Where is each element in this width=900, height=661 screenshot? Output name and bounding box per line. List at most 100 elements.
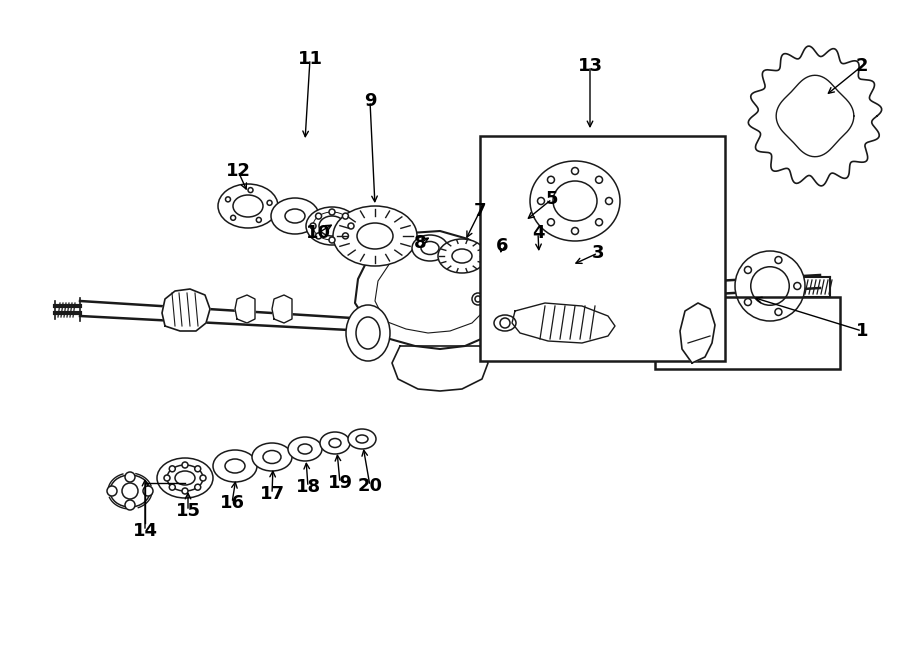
Text: 12: 12 — [226, 162, 250, 180]
Circle shape — [200, 475, 206, 481]
Polygon shape — [776, 75, 854, 157]
Ellipse shape — [263, 451, 281, 463]
Text: 18: 18 — [295, 478, 320, 496]
Circle shape — [744, 266, 752, 274]
Circle shape — [775, 256, 782, 264]
Ellipse shape — [421, 241, 439, 254]
Ellipse shape — [532, 258, 542, 264]
Ellipse shape — [346, 305, 390, 361]
Circle shape — [348, 223, 354, 229]
Circle shape — [143, 486, 153, 496]
Text: 11: 11 — [298, 50, 322, 68]
Ellipse shape — [515, 226, 529, 236]
Ellipse shape — [356, 317, 380, 349]
Ellipse shape — [333, 206, 417, 266]
Circle shape — [164, 475, 170, 481]
Ellipse shape — [271, 198, 319, 234]
Circle shape — [316, 233, 321, 239]
Ellipse shape — [233, 195, 263, 217]
Circle shape — [169, 485, 176, 490]
Text: 1: 1 — [856, 322, 868, 340]
Polygon shape — [748, 46, 882, 186]
Ellipse shape — [110, 475, 150, 507]
Bar — [655, 297, 840, 369]
Ellipse shape — [548, 256, 588, 286]
Ellipse shape — [356, 435, 368, 443]
Circle shape — [248, 188, 253, 192]
Circle shape — [606, 198, 613, 204]
Circle shape — [107, 486, 117, 496]
Text: 10: 10 — [305, 224, 330, 242]
Ellipse shape — [306, 207, 358, 245]
Text: 19: 19 — [328, 474, 353, 492]
Circle shape — [472, 293, 484, 305]
Circle shape — [500, 318, 510, 328]
Text: 9: 9 — [364, 92, 376, 110]
Circle shape — [316, 213, 321, 219]
Circle shape — [226, 197, 230, 202]
Text: 5: 5 — [545, 190, 558, 208]
Circle shape — [256, 217, 261, 223]
Text: 20: 20 — [357, 477, 382, 495]
Ellipse shape — [497, 291, 519, 321]
Circle shape — [560, 263, 576, 279]
Circle shape — [564, 267, 572, 275]
Ellipse shape — [167, 465, 203, 491]
Text: 4: 4 — [532, 224, 544, 242]
Polygon shape — [355, 231, 508, 349]
Ellipse shape — [175, 471, 195, 485]
Circle shape — [267, 200, 272, 206]
Polygon shape — [392, 346, 488, 391]
Text: 17: 17 — [259, 485, 284, 503]
Ellipse shape — [525, 252, 549, 270]
Polygon shape — [162, 289, 210, 331]
Circle shape — [475, 296, 481, 302]
Ellipse shape — [329, 438, 341, 447]
Ellipse shape — [505, 219, 539, 243]
Circle shape — [572, 227, 579, 235]
Circle shape — [537, 198, 544, 204]
Circle shape — [182, 462, 188, 468]
Circle shape — [122, 483, 138, 499]
Text: 2: 2 — [856, 57, 868, 75]
Text: 8: 8 — [414, 234, 427, 252]
Circle shape — [794, 282, 801, 290]
Ellipse shape — [494, 315, 516, 331]
Ellipse shape — [484, 254, 512, 274]
Polygon shape — [680, 303, 715, 363]
Text: 16: 16 — [220, 494, 245, 512]
Circle shape — [547, 176, 554, 183]
Circle shape — [182, 488, 188, 494]
Ellipse shape — [438, 239, 486, 273]
Ellipse shape — [225, 459, 245, 473]
Circle shape — [194, 466, 201, 472]
Polygon shape — [235, 295, 255, 323]
Circle shape — [342, 213, 348, 219]
Ellipse shape — [357, 223, 393, 249]
Ellipse shape — [412, 235, 448, 261]
Ellipse shape — [213, 450, 257, 482]
Text: 3: 3 — [592, 244, 604, 262]
Ellipse shape — [492, 260, 504, 268]
Circle shape — [169, 466, 176, 472]
Text: 6: 6 — [496, 237, 508, 255]
Circle shape — [572, 167, 579, 175]
Bar — [480, 136, 725, 361]
Ellipse shape — [735, 251, 805, 321]
Ellipse shape — [751, 267, 789, 305]
Polygon shape — [610, 279, 630, 307]
Text: 15: 15 — [176, 502, 201, 520]
Circle shape — [310, 223, 316, 229]
Ellipse shape — [320, 432, 350, 454]
Circle shape — [329, 237, 335, 243]
Polygon shape — [272, 295, 292, 323]
Circle shape — [596, 219, 602, 225]
Ellipse shape — [285, 209, 305, 223]
Polygon shape — [512, 303, 615, 343]
Ellipse shape — [218, 184, 278, 228]
Ellipse shape — [553, 181, 597, 221]
Ellipse shape — [288, 437, 322, 461]
Ellipse shape — [252, 443, 292, 471]
Circle shape — [342, 233, 348, 239]
Circle shape — [329, 209, 335, 215]
